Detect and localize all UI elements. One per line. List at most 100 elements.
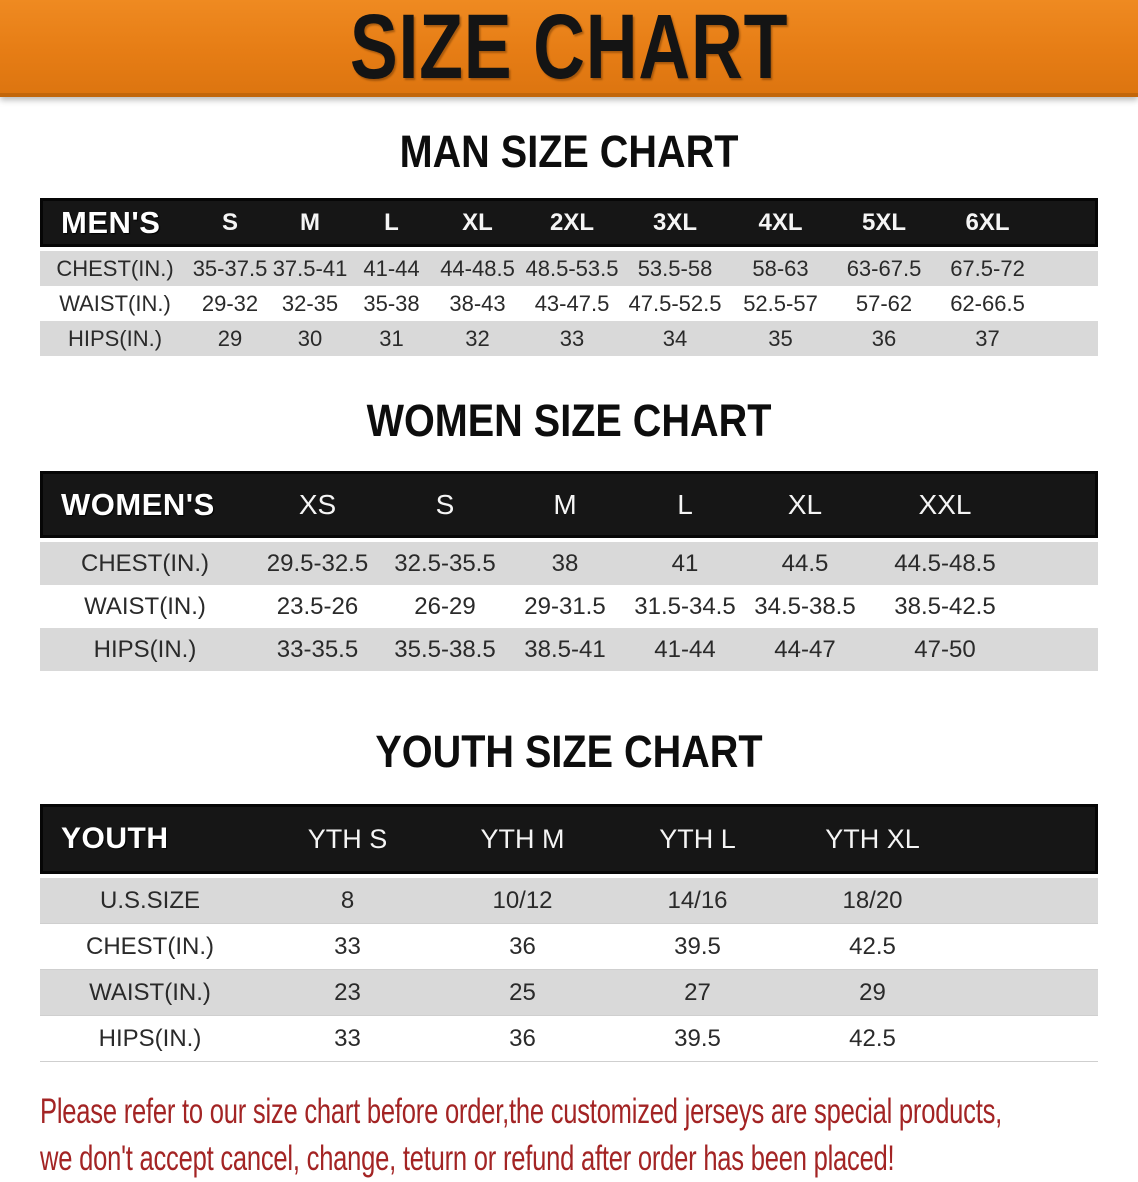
size-cell: 41-44 [625, 628, 745, 671]
youth-size-table: YOUTH YTH S YTH M YTH L YTH XL U.S.SIZE … [40, 804, 1098, 1062]
size-cell: 39.5 [610, 1016, 785, 1062]
row-label: WAIST(IN.) [40, 286, 190, 321]
size-cell: 38.5-42.5 [865, 585, 1025, 628]
size-cell: 34.5-38.5 [745, 585, 865, 628]
size-cell: 8 [260, 874, 435, 924]
size-cell: 41 [625, 538, 745, 585]
size-cell: 26-29 [385, 585, 505, 628]
spacer-cell [1040, 286, 1098, 321]
size-cell: 33 [260, 924, 435, 970]
size-col-header: 3XL [622, 198, 728, 247]
size-cell: 14/16 [610, 874, 785, 924]
size-col-header: 5XL [833, 198, 935, 247]
spacer-cell [960, 924, 1098, 970]
size-cell: 30 [270, 321, 350, 356]
size-cell: 35-37.5 [190, 247, 270, 286]
size-col-header: 2XL [522, 198, 622, 247]
table-row-waist: WAIST(IN.) 29-32 32-35 35-38 38-43 43-47… [40, 286, 1098, 321]
size-cell: 44-47 [745, 628, 865, 671]
youth-table-title: YOUTH [40, 804, 260, 874]
size-cell: 32 [433, 321, 522, 356]
size-cell: 42.5 [785, 1016, 960, 1062]
size-cell: 39.5 [610, 924, 785, 970]
size-cell: 33-35.5 [250, 628, 385, 671]
section-heading-women: WOMEN SIZE CHART [366, 395, 772, 446]
size-cell: 38.5-41 [505, 628, 625, 671]
womens-table-title: WOMEN'S [40, 471, 250, 538]
size-cell: 58-63 [728, 247, 833, 286]
size-cell: 33 [260, 1016, 435, 1062]
mens-size-table: MEN'S S M L XL 2XL 3XL 4XL 5XL 6XL CHEST… [40, 198, 1098, 356]
size-cell: 32.5-35.5 [385, 538, 505, 585]
size-cell: 44-48.5 [433, 247, 522, 286]
mens-header-row: MEN'S S M L XL 2XL 3XL 4XL 5XL 6XL [40, 198, 1098, 247]
size-cell: 33 [522, 321, 622, 356]
table-row-us-size: U.S.SIZE 8 10/12 14/16 18/20 [40, 874, 1098, 924]
table-row-waist: WAIST(IN.) 23.5-26 26-29 29-31.5 31.5-34… [40, 585, 1098, 628]
size-cell: 47-50 [865, 628, 1025, 671]
size-cell: 31.5-34.5 [625, 585, 745, 628]
size-cell: 31 [350, 321, 433, 356]
row-label: CHEST(IN.) [40, 924, 260, 970]
size-col-header: S [385, 471, 505, 538]
size-col-header: 6XL [935, 198, 1040, 247]
size-cell: 23.5-26 [250, 585, 385, 628]
table-row-hips: HIPS(IN.) 33 36 39.5 42.5 [40, 1016, 1098, 1062]
size-cell: 41-44 [350, 247, 433, 286]
size-cell: 57-62 [833, 286, 935, 321]
size-col-header: M [270, 198, 350, 247]
mens-table-title: MEN'S [40, 198, 190, 247]
size-cell: 29.5-32.5 [250, 538, 385, 585]
size-col-header: XL [433, 198, 522, 247]
section-heading-men: MAN SIZE CHART [399, 126, 739, 177]
size-col-header: YTH S [260, 804, 435, 874]
size-cell: 23 [260, 970, 435, 1016]
banner: SIZE CHART [0, 0, 1138, 97]
size-cell: 42.5 [785, 924, 960, 970]
table-row-waist: WAIST(IN.) 23 25 27 29 [40, 970, 1098, 1016]
spacer-cell [960, 874, 1098, 924]
size-col-header: XL [745, 471, 865, 538]
size-cell: 36 [833, 321, 935, 356]
row-label: U.S.SIZE [40, 874, 260, 924]
page-title: SIZE CHART [349, 0, 789, 98]
table-row-chest: CHEST(IN.) 33 36 39.5 42.5 [40, 924, 1098, 970]
size-col-header: YTH M [435, 804, 610, 874]
disclaimer-line-2: we don't accept cancel, change, teturn o… [40, 1139, 895, 1178]
table-row-chest: CHEST(IN.) 29.5-32.5 32.5-35.5 38 41 44.… [40, 538, 1098, 585]
size-cell: 36 [435, 1016, 610, 1062]
spacer-cell [1040, 198, 1098, 247]
table-row-hips: HIPS(IN.) 33-35.5 35.5-38.5 38.5-41 41-4… [40, 628, 1098, 671]
size-cell: 44.5-48.5 [865, 538, 1025, 585]
size-cell: 29 [190, 321, 270, 356]
size-cell: 44.5 [745, 538, 865, 585]
spacer-cell [1040, 321, 1098, 356]
size-col-header: L [625, 471, 745, 538]
row-label: HIPS(IN.) [40, 1016, 260, 1062]
size-cell: 35-38 [350, 286, 433, 321]
size-col-header: XXL [865, 471, 1025, 538]
row-label: HIPS(IN.) [40, 321, 190, 356]
spacer-cell [1040, 247, 1098, 286]
size-cell: 35 [728, 321, 833, 356]
spacer-cell [1025, 585, 1098, 628]
womens-header-row: WOMEN'S XS S M L XL XXL [40, 471, 1098, 538]
size-cell: 38 [505, 538, 625, 585]
size-cell: 10/12 [435, 874, 610, 924]
spacer-cell [960, 1016, 1098, 1062]
size-cell: 67.5-72 [935, 247, 1040, 286]
table-row-chest: CHEST(IN.) 35-37.5 37.5-41 41-44 44-48.5… [40, 247, 1098, 286]
size-col-header: YTH XL [785, 804, 960, 874]
size-cell: 29-31.5 [505, 585, 625, 628]
row-label: HIPS(IN.) [40, 628, 250, 671]
disclaimer-line-1: Please refer to our size chart before or… [40, 1092, 1003, 1131]
size-col-header: XS [250, 471, 385, 538]
size-cell: 43-47.5 [522, 286, 622, 321]
size-col-header: L [350, 198, 433, 247]
size-cell: 27 [610, 970, 785, 1016]
row-label: WAIST(IN.) [40, 970, 260, 1016]
size-cell: 18/20 [785, 874, 960, 924]
size-cell: 47.5-52.5 [622, 286, 728, 321]
size-cell: 63-67.5 [833, 247, 935, 286]
size-cell: 35.5-38.5 [385, 628, 505, 671]
